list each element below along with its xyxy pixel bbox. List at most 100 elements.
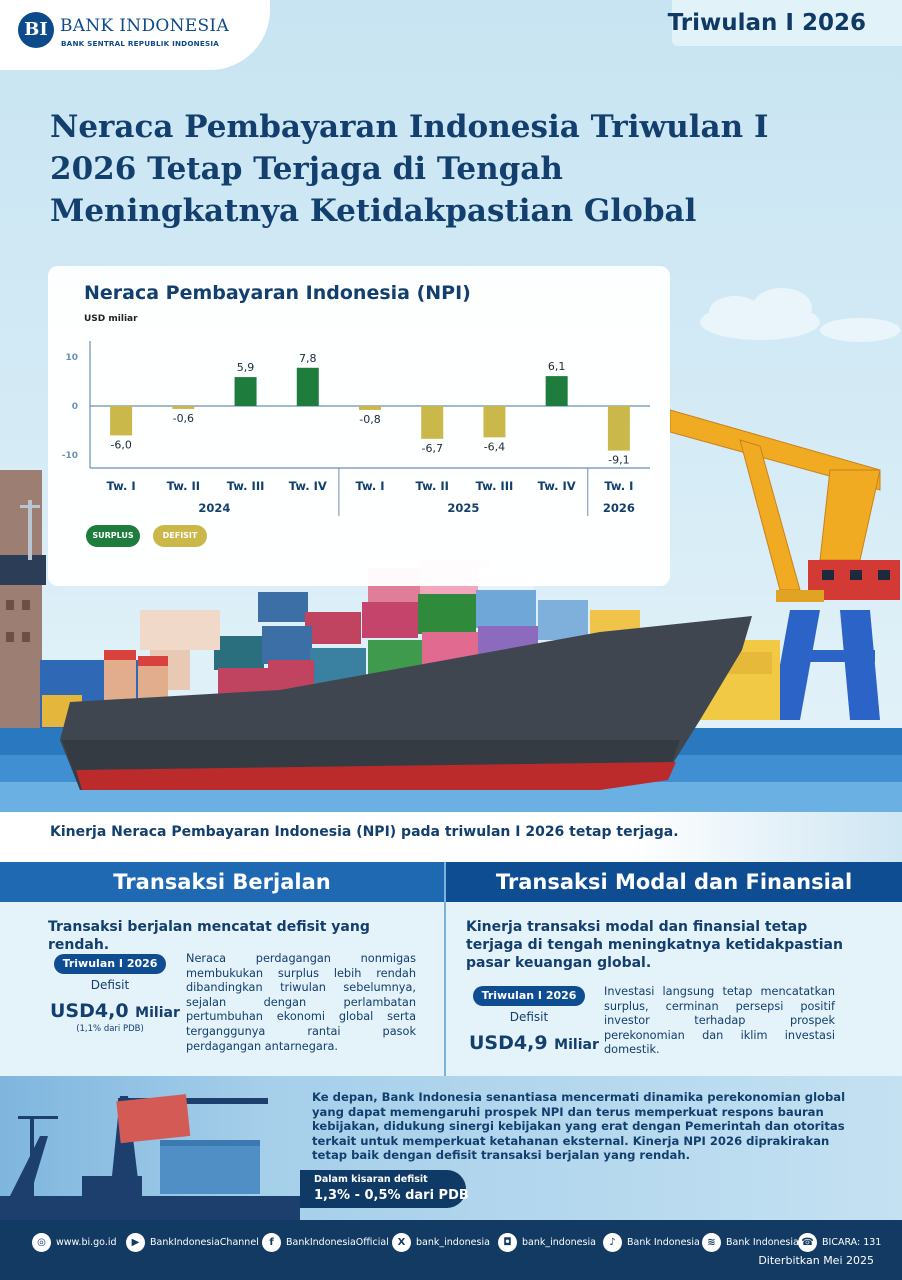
x-tick-label: Tw. IV xyxy=(289,479,327,493)
capital-account-amount: USD4,9 xyxy=(469,1032,548,1054)
x-tick-label: Tw. III xyxy=(227,479,265,493)
year-label: 2024 xyxy=(198,501,230,515)
deficit-range-label: Dalam kisaran defisit xyxy=(314,1174,428,1185)
x-tick-label: Tw. II xyxy=(416,479,449,493)
spotify-icon: ≋ xyxy=(702,1232,721,1252)
hero-section: BI BANK INDONESIA BANK SENTRAL REPUBLIK … xyxy=(0,0,902,812)
period-badge: Triwulan I 2026 xyxy=(668,0,902,46)
footer-link-label: www.bi.go.id xyxy=(56,1236,117,1248)
footer-link-label: bank_indonesia xyxy=(522,1236,596,1248)
footer-link-label: bank_indonesia xyxy=(416,1236,490,1248)
chart-title: Neraca Pembayaran Indonesia (NPI) xyxy=(84,282,471,304)
logo-container: BI BANK INDONESIA BANK SENTRAL REPUBLIK … xyxy=(0,0,270,70)
outlook-section: Ke depan, Bank Indonesia senantiasa menc… xyxy=(0,1076,902,1220)
youtube-icon: ▶ xyxy=(126,1232,145,1252)
current-account-value: USD4,0 Miliar xyxy=(50,1000,180,1022)
page-title: Neraca Pembayaran Indonesia Triwulan I 2… xyxy=(50,109,769,229)
intro-strip: Kinerja Neraca Pembayaran Indonesia (NPI… xyxy=(0,812,902,862)
outlook-text: Ke depan, Bank Indonesia senantiasa menc… xyxy=(312,1090,846,1163)
footer-link-label: Bank Indonesia xyxy=(726,1236,799,1248)
npi-bar-chart: 10 0 -10 -6,0 Tw. I -0,6 Tw. II 5,9 Tw. III 7,8 Tw… xyxy=(62,341,650,516)
deficit-range-value: 1,3% - 0,5% dari PDB xyxy=(314,1188,469,1203)
x-tick-label: Tw. I xyxy=(107,479,136,493)
capital-account-unit: Miliar xyxy=(554,1037,599,1053)
data-label: -6,4 xyxy=(484,440,505,453)
footer-link-youtube[interactable]: ▶ BankIndonesiaChannel xyxy=(126,1232,259,1252)
current-account-unit: Miliar xyxy=(135,1005,180,1021)
bicara-icon: ☎ xyxy=(798,1232,817,1252)
capital-account-lead: Kinerja transaksi modal dan finansial te… xyxy=(466,919,843,971)
footer-link-x[interactable]: X bank_indonesia xyxy=(392,1232,490,1252)
x-tick-label: Tw. II xyxy=(167,479,200,493)
y-tick-label: -10 xyxy=(62,451,78,461)
instagram-icon: ◘ xyxy=(498,1232,517,1252)
y-tick-label: 10 xyxy=(65,353,78,363)
footer-link-label: BankIndonesiaChannel xyxy=(150,1236,259,1248)
section-divider xyxy=(444,862,446,1076)
x-tick-label: Tw. I xyxy=(604,479,633,493)
current-account-body: Neraca perdagangan nonmigas membukukan s… xyxy=(186,952,416,1053)
capital-account-heading: Transaksi Modal dan Finansial xyxy=(446,862,902,902)
legend-surplus: SURPLUS xyxy=(86,525,140,547)
current-account-kind: Defisit xyxy=(90,978,130,992)
bar xyxy=(110,406,133,436)
current-account-panel: Transaksi berjalan mencatat defisit yang… xyxy=(0,902,444,1076)
x-tick-label: Tw. I xyxy=(355,479,384,493)
footer-link-facebook[interactable]: f BankIndonesiaOfficial xyxy=(262,1232,389,1252)
bar xyxy=(483,406,506,438)
npi-chart-card: Neraca Pembayaran Indonesia (NPI) USD mi… xyxy=(48,266,670,586)
chart-unit-label: USD miliar xyxy=(84,314,138,324)
footer-link-tiktok[interactable]: ♪ Bank Indonesia xyxy=(603,1232,700,1252)
footer: ◎ www.bi.go.id ▶ BankIndonesiaChannel f … xyxy=(0,1220,902,1280)
period-badge-text: Triwulan I 2026 xyxy=(667,10,866,36)
x-tick-label: Tw. IV xyxy=(538,479,576,493)
bar xyxy=(359,406,381,410)
legend-defisit: DEFISIT xyxy=(153,525,207,547)
harbor-illustration xyxy=(0,288,902,812)
footer-link-label: BICARA: 131 xyxy=(822,1236,882,1248)
data-label: 7,8 xyxy=(299,352,317,365)
brand-subtitle: BANK SENTRAL REPUBLIK INDONESIA xyxy=(61,39,219,48)
capital-account-period-pill: Triwulan I 2026 xyxy=(473,986,585,1006)
data-label: -6,0 xyxy=(110,438,131,451)
capital-account-panel: Kinerja transaksi modal dan finansial te… xyxy=(446,902,902,1076)
bank-indonesia-logo-icon: BI xyxy=(18,12,54,48)
globe-icon: ◎ xyxy=(32,1232,51,1252)
brand-name: BANK INDONESIA xyxy=(60,16,230,36)
bar xyxy=(234,377,257,406)
footer-link-bicara[interactable]: ☎ BICARA: 131 xyxy=(798,1232,881,1252)
current-account-amount: USD4,0 xyxy=(50,1000,129,1022)
data-label: -0,6 xyxy=(173,412,194,425)
port-crane-illustration xyxy=(0,1094,300,1220)
data-label: 6,1 xyxy=(548,360,566,373)
capital-account-body: Investasi langsung tetap mencatatkan sur… xyxy=(604,985,835,1057)
bar xyxy=(421,406,444,439)
facebook-icon: f xyxy=(262,1232,281,1252)
current-account-lead: Transaksi berjalan mencatat defisit yang… xyxy=(48,919,370,953)
footer-link-instagram[interactable]: ◘ bank_indonesia xyxy=(498,1232,596,1252)
bar xyxy=(545,376,568,406)
intro-text: Kinerja Neraca Pembayaran Indonesia (NPI… xyxy=(50,824,679,840)
footer-link-label: Bank Indonesia xyxy=(627,1236,700,1248)
x-icon: X xyxy=(392,1232,411,1252)
deficit-range-box: Dalam kisaran defisit 1,3% - 0,5% dari P… xyxy=(300,1170,469,1208)
x-tick-label: Tw. III xyxy=(476,479,514,493)
footer-link-label: BankIndonesiaOfficial xyxy=(286,1236,389,1248)
y-tick-label: 0 xyxy=(72,402,78,412)
data-label: -0,8 xyxy=(359,413,380,426)
capital-account-kind: Defisit xyxy=(509,1010,549,1024)
bar xyxy=(296,367,319,406)
data-label: -9,1 xyxy=(608,454,629,467)
year-label: 2026 xyxy=(603,501,635,515)
footer-link-spotify[interactable]: ≋ Bank Indonesia xyxy=(702,1232,799,1252)
bar xyxy=(172,406,195,409)
data-label: 5,9 xyxy=(237,361,255,374)
current-account-note: (1,1% dari PDB) xyxy=(76,1024,144,1034)
capital-account-value: USD4,9 Miliar xyxy=(469,1032,599,1054)
tiktok-icon: ♪ xyxy=(603,1232,622,1252)
current-account-period-pill: Triwulan I 2026 xyxy=(54,954,166,974)
footer-link-website[interactable]: ◎ www.bi.go.id xyxy=(32,1232,117,1252)
data-label: -6,7 xyxy=(421,442,442,455)
current-account-heading: Transaksi Berjalan xyxy=(0,862,444,902)
year-label: 2025 xyxy=(447,501,479,515)
